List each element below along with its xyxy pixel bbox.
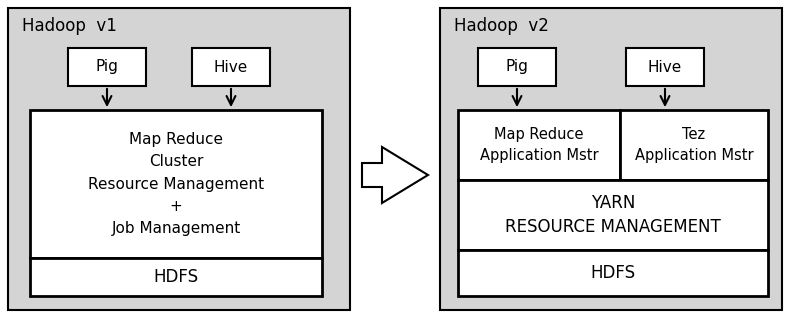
- Bar: [478, 48, 556, 86]
- Text: Hive: Hive: [648, 59, 682, 74]
- Text: Hive: Hive: [214, 59, 248, 74]
- Bar: [30, 258, 322, 296]
- Bar: [30, 110, 322, 258]
- Polygon shape: [362, 147, 428, 203]
- Text: Pig: Pig: [95, 59, 118, 74]
- Bar: [192, 48, 270, 86]
- Bar: [458, 180, 768, 250]
- Bar: [620, 110, 768, 180]
- Text: Tez
Application Mstr: Tez Application Mstr: [634, 127, 753, 163]
- Bar: [626, 48, 704, 86]
- Bar: [68, 48, 146, 86]
- Bar: [458, 110, 620, 180]
- Text: HDFS: HDFS: [590, 264, 636, 282]
- Bar: [440, 8, 782, 310]
- Text: Hadoop  v2: Hadoop v2: [454, 17, 549, 35]
- Text: Map Reduce
Application Mstr: Map Reduce Application Mstr: [480, 127, 598, 163]
- Text: Map Reduce
Cluster
Resource Management
+
Job Management: Map Reduce Cluster Resource Management +…: [88, 132, 264, 236]
- Text: Hadoop  v1: Hadoop v1: [22, 17, 117, 35]
- Bar: [8, 8, 350, 310]
- Text: HDFS: HDFS: [153, 268, 199, 286]
- Text: YARN
RESOURCE MANAGEMENT: YARN RESOURCE MANAGEMENT: [505, 193, 721, 237]
- Text: Pig: Pig: [506, 59, 529, 74]
- Bar: [458, 250, 768, 296]
